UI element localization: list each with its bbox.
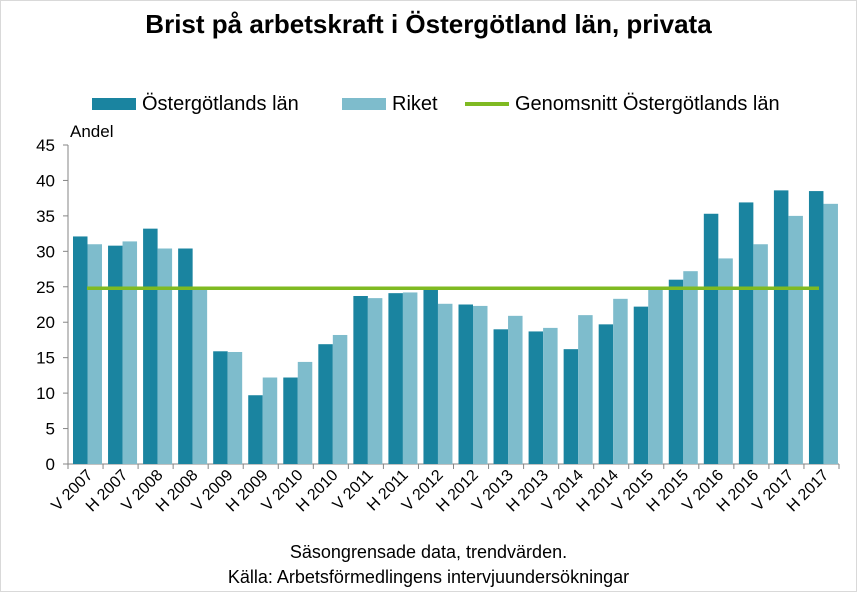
bar-riket: [648, 287, 663, 464]
bar-riket: [613, 298, 628, 464]
y-tick-label: 5: [46, 420, 55, 439]
y-tick-label: 25: [36, 278, 55, 297]
bar-riket: [437, 303, 453, 464]
footnote-method: Säsongrensade data, trendvärden.: [289, 542, 568, 562]
bar-ostergotland: [143, 228, 158, 464]
y-tick-label: 35: [36, 207, 55, 226]
bar-riket: [297, 361, 313, 464]
y-tick-label: 20: [36, 313, 55, 332]
bar-ostergotland: [423, 289, 438, 464]
bar-ostergotland: [283, 377, 298, 464]
bar-ostergotland: [633, 306, 649, 464]
bar-ostergotland: [213, 351, 228, 464]
bar-ostergotland: [528, 331, 544, 464]
bar-riket: [192, 286, 208, 464]
bar-ostergotland: [248, 395, 263, 464]
legend-swatch-reference-line: [465, 102, 509, 106]
y-tick-label: 40: [36, 171, 55, 190]
bar-riket: [508, 315, 523, 464]
bar-ostergotland: [73, 236, 88, 464]
bar-riket: [788, 215, 803, 464]
bar-riket: [262, 377, 278, 464]
bar-ostergotland: [598, 324, 614, 464]
bar-ostergotland: [493, 329, 509, 464]
bar-riket: [823, 203, 838, 465]
bar-ostergotland: [388, 293, 403, 464]
bar-ostergotland: [458, 304, 473, 464]
chart-legend: Östergötlands län Riket Genomsnitt Öster…: [1, 89, 857, 119]
bar-riket: [122, 241, 138, 464]
y-tick-label: 0: [46, 455, 55, 474]
y-axis-label: Andel: [70, 122, 113, 141]
bar-riket: [578, 315, 593, 464]
bar-ostergotland: [563, 349, 579, 464]
bar-riket: [227, 351, 243, 464]
bar-riket: [718, 258, 733, 464]
y-tick-label: 45: [36, 136, 55, 155]
bar-riket: [332, 334, 348, 464]
legend-swatch-series-1: [92, 98, 136, 110]
bar-riket: [157, 248, 173, 464]
bar-ostergotland: [318, 344, 333, 464]
legend-item-series-2: Riket: [342, 89, 438, 119]
bar-ostergotland: [738, 202, 754, 465]
legend-swatch-series-2: [342, 98, 386, 110]
bar-riket: [473, 305, 488, 464]
bar-ostergotland: [703, 213, 719, 464]
legend-label-reference-line: Genomsnitt Östergötlands län: [515, 92, 780, 115]
bar-ostergotland: [353, 295, 368, 464]
bar-riket: [753, 244, 768, 464]
legend-item-reference-line: Genomsnitt Östergötlands län: [465, 89, 780, 119]
footnote-source: Källa: Arbetsförmedlingens intervjuunder…: [227, 567, 630, 587]
legend-label-series-2: Riket: [392, 92, 438, 115]
y-tick-label: 30: [36, 242, 55, 261]
bar-ostergotland: [773, 190, 789, 464]
bar-ostergotland: [668, 279, 684, 464]
bar-ostergotland: [808, 191, 824, 465]
bar-riket: [683, 271, 698, 464]
legend-label-series-1: Östergötlands län: [142, 92, 299, 115]
bar-riket: [87, 244, 102, 464]
y-tick-label: 15: [36, 349, 55, 368]
bar-ostergotland: [178, 248, 193, 464]
bar-riket: [402, 292, 418, 464]
bar-ostergotland: [108, 245, 123, 464]
legend-item-series-1: Östergötlands län: [92, 89, 299, 119]
bar-riket: [367, 298, 383, 464]
bar-riket: [543, 327, 558, 464]
chart-title: Brist på arbetskraft i Östergötland län,…: [145, 9, 712, 39]
y-tick-label: 10: [36, 384, 55, 403]
